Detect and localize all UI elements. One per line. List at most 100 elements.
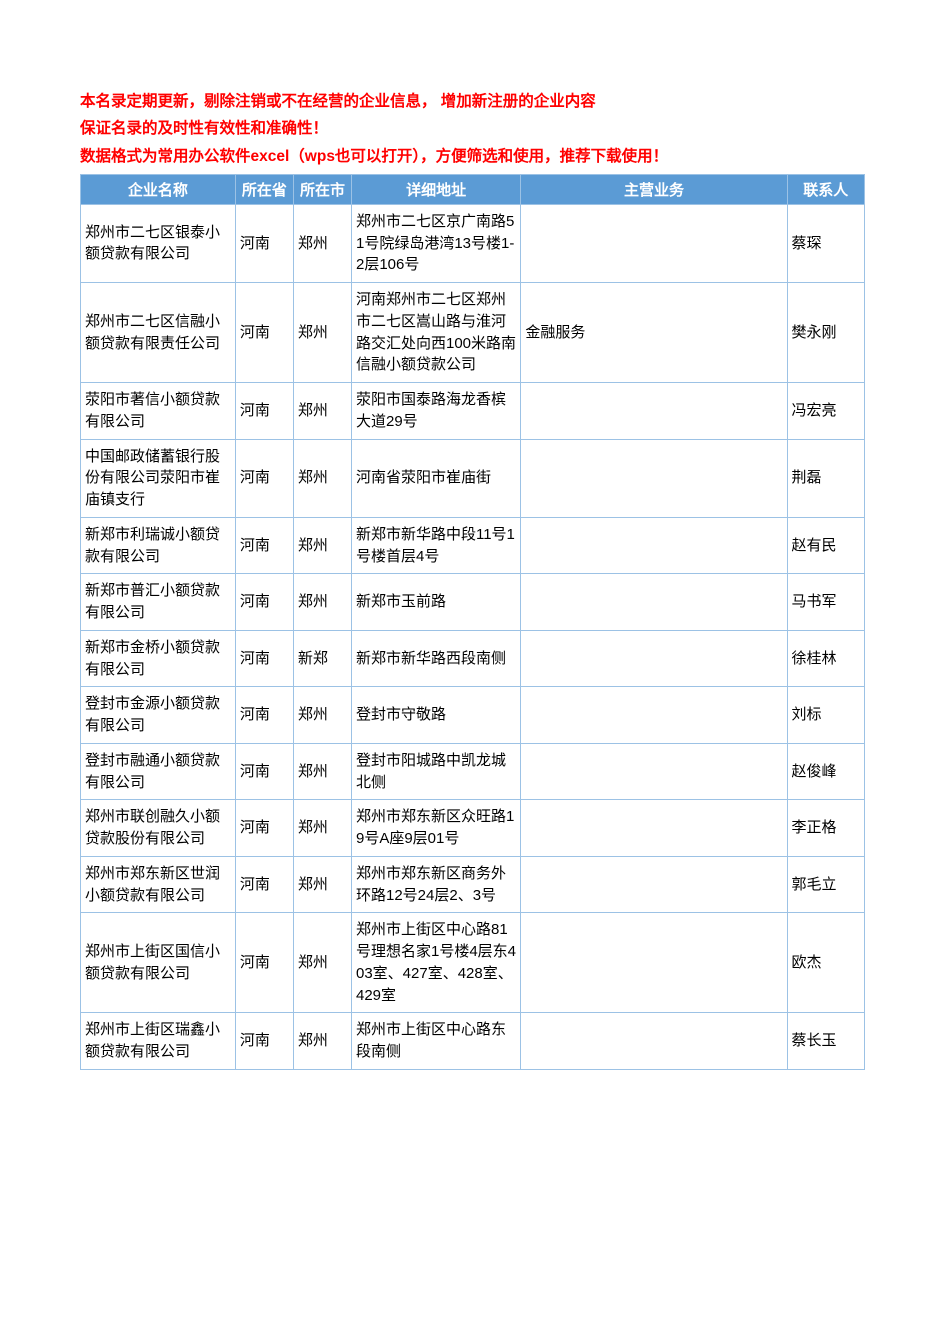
cell-addr: 新郑市新华路中段11号1号楼首层4号 bbox=[351, 517, 520, 574]
intro-line-2: 保证名录的及时性有效性和准确性！ bbox=[80, 117, 865, 140]
cell-name: 荥阳市著信小额贷款有限公司 bbox=[81, 383, 236, 440]
cell-addr: 河南郑州市二七区郑州市二七区嵩山路与淮河路交汇处向西100米路南信融小额贷款公司 bbox=[351, 283, 520, 383]
cell-addr: 登封市守敬路 bbox=[351, 687, 520, 744]
cell-biz bbox=[521, 383, 787, 440]
cell-name: 郑州市郑东新区世润小额贷款有限公司 bbox=[81, 856, 236, 913]
cell-biz bbox=[521, 800, 787, 857]
cell-name: 新郑市普汇小额贷款有限公司 bbox=[81, 574, 236, 631]
cell-biz bbox=[521, 743, 787, 800]
table-row: 郑州市联创融久小额贷款股份有限公司河南郑州郑州市郑东新区众旺路19号A座9层01… bbox=[81, 800, 865, 857]
cell-contact: 赵俊峰 bbox=[787, 743, 864, 800]
cell-contact: 徐桂林 bbox=[787, 630, 864, 687]
cell-name: 新郑市利瑞诚小额贷款有限公司 bbox=[81, 517, 236, 574]
intro-line-1: 本名录定期更新，剔除注销或不在经营的企业信息， 增加新注册的企业内容 bbox=[80, 90, 865, 113]
cell-contact: 马书军 bbox=[787, 574, 864, 631]
cell-prov: 河南 bbox=[235, 439, 293, 517]
cell-contact: 李正格 bbox=[787, 800, 864, 857]
cell-biz bbox=[521, 1013, 787, 1070]
cell-contact: 赵有民 bbox=[787, 517, 864, 574]
table-row: 郑州市上街区瑞鑫小额贷款有限公司河南郑州郑州市上街区中心路东段南侧 蔡长玉 bbox=[81, 1013, 865, 1070]
cell-prov: 河南 bbox=[235, 856, 293, 913]
cell-biz bbox=[521, 630, 787, 687]
cell-contact: 蔡长玉 bbox=[787, 1013, 864, 1070]
table-row: 郑州市上街区国信小额贷款有限公司河南郑州郑州市上街区中心路81号理想名家1号楼4… bbox=[81, 913, 865, 1013]
col-header-name: 企业名称 bbox=[81, 174, 236, 204]
cell-addr: 登封市阳城路中凯龙城北侧 bbox=[351, 743, 520, 800]
cell-addr: 新郑市新华路西段南侧 bbox=[351, 630, 520, 687]
cell-prov: 河南 bbox=[235, 383, 293, 440]
col-header-addr: 详细地址 bbox=[351, 174, 520, 204]
cell-prov: 河南 bbox=[235, 1013, 293, 1070]
cell-name: 郑州市上街区国信小额贷款有限公司 bbox=[81, 913, 236, 1013]
cell-name: 郑州市联创融久小额贷款股份有限公司 bbox=[81, 800, 236, 857]
table-row: 登封市金源小额贷款有限公司河南郑州登封市守敬路 刘标 bbox=[81, 687, 865, 744]
cell-addr: 河南省荥阳市崔庙街 bbox=[351, 439, 520, 517]
table-row: 中国邮政储蓄银行股份有限公司荥阳市崔庙镇支行河南郑州河南省荥阳市崔庙街荆磊 bbox=[81, 439, 865, 517]
cell-addr: 荥阳市国泰路海龙香槟大道29号 bbox=[351, 383, 520, 440]
cell-prov: 河南 bbox=[235, 283, 293, 383]
cell-city: 郑州 bbox=[293, 743, 351, 800]
cell-biz bbox=[521, 517, 787, 574]
table-row: 新郑市利瑞诚小额贷款有限公司河南郑州新郑市新华路中段11号1号楼首层4号赵有民 bbox=[81, 517, 865, 574]
table-row: 郑州市郑东新区世润小额贷款有限公司河南郑州郑州市郑东新区商务外环路12号24层2… bbox=[81, 856, 865, 913]
table-row: 荥阳市著信小额贷款有限公司河南郑州荥阳市国泰路海龙香槟大道29号 冯宏亮 bbox=[81, 383, 865, 440]
company-table: 企业名称 所在省 所在市 详细地址 主营业务 联系人 郑州市二七区银泰小额贷款有… bbox=[80, 174, 865, 1070]
cell-biz bbox=[521, 687, 787, 744]
cell-addr: 郑州市上街区中心路81号理想名家1号楼4层东403室、427室、428室、429… bbox=[351, 913, 520, 1013]
cell-city: 郑州 bbox=[293, 204, 351, 282]
cell-city: 郑州 bbox=[293, 856, 351, 913]
table-row: 新郑市金桥小额贷款有限公司河南新郑新郑市新华路西段南侧 徐桂林 bbox=[81, 630, 865, 687]
cell-addr: 新郑市玉前路 bbox=[351, 574, 520, 631]
cell-city: 郑州 bbox=[293, 517, 351, 574]
cell-prov: 河南 bbox=[235, 574, 293, 631]
cell-contact: 郭毛立 bbox=[787, 856, 864, 913]
col-header-city: 所在市 bbox=[293, 174, 351, 204]
cell-contact: 蔡琛 bbox=[787, 204, 864, 282]
cell-name: 登封市金源小额贷款有限公司 bbox=[81, 687, 236, 744]
cell-city: 郑州 bbox=[293, 574, 351, 631]
cell-addr: 郑州市郑东新区商务外环路12号24层2、3号 bbox=[351, 856, 520, 913]
cell-biz bbox=[521, 204, 787, 282]
cell-prov: 河南 bbox=[235, 204, 293, 282]
cell-contact: 欧杰 bbox=[787, 913, 864, 1013]
cell-prov: 河南 bbox=[235, 687, 293, 744]
cell-biz bbox=[521, 439, 787, 517]
cell-biz bbox=[521, 574, 787, 631]
cell-contact: 冯宏亮 bbox=[787, 383, 864, 440]
cell-prov: 河南 bbox=[235, 743, 293, 800]
cell-city: 郑州 bbox=[293, 439, 351, 517]
cell-name: 郑州市二七区信融小额贷款有限责任公司 bbox=[81, 283, 236, 383]
cell-biz bbox=[521, 913, 787, 1013]
cell-name: 登封市融通小额贷款有限公司 bbox=[81, 743, 236, 800]
cell-prov: 河南 bbox=[235, 630, 293, 687]
cell-name: 新郑市金桥小额贷款有限公司 bbox=[81, 630, 236, 687]
cell-city: 新郑 bbox=[293, 630, 351, 687]
cell-contact: 樊永刚 bbox=[787, 283, 864, 383]
cell-contact: 刘标 bbox=[787, 687, 864, 744]
table-header-row: 企业名称 所在省 所在市 详细地址 主营业务 联系人 bbox=[81, 174, 865, 204]
cell-addr: 郑州市二七区京广南路51号院绿岛港湾13号楼1-2层106号 bbox=[351, 204, 520, 282]
table-row: 登封市融通小额贷款有限公司河南郑州登封市阳城路中凯龙城北侧 赵俊峰 bbox=[81, 743, 865, 800]
cell-city: 郑州 bbox=[293, 687, 351, 744]
table-body: 郑州市二七区银泰小额贷款有限公司河南郑州郑州市二七区京广南路51号院绿岛港湾13… bbox=[81, 204, 865, 1069]
table-row: 新郑市普汇小额贷款有限公司河南郑州新郑市玉前路 马书军 bbox=[81, 574, 865, 631]
table-row: 郑州市二七区信融小额贷款有限责任公司河南郑州河南郑州市二七区郑州市二七区嵩山路与… bbox=[81, 283, 865, 383]
col-header-biz: 主营业务 bbox=[521, 174, 787, 204]
cell-city: 郑州 bbox=[293, 383, 351, 440]
col-header-contact: 联系人 bbox=[787, 174, 864, 204]
cell-city: 郑州 bbox=[293, 913, 351, 1013]
intro-line-3: 数据格式为常用办公软件excel（wps也可以打开），方便筛选和使用，推荐下载使… bbox=[80, 145, 865, 168]
intro-block: 本名录定期更新，剔除注销或不在经营的企业信息， 增加新注册的企业内容 保证名录的… bbox=[80, 90, 865, 168]
cell-biz: 金融服务 bbox=[521, 283, 787, 383]
cell-name: 中国邮政储蓄银行股份有限公司荥阳市崔庙镇支行 bbox=[81, 439, 236, 517]
col-header-prov: 所在省 bbox=[235, 174, 293, 204]
cell-name: 郑州市上街区瑞鑫小额贷款有限公司 bbox=[81, 1013, 236, 1070]
cell-biz bbox=[521, 856, 787, 913]
cell-city: 郑州 bbox=[293, 800, 351, 857]
cell-prov: 河南 bbox=[235, 800, 293, 857]
cell-addr: 郑州市上街区中心路东段南侧 bbox=[351, 1013, 520, 1070]
cell-city: 郑州 bbox=[293, 1013, 351, 1070]
table-header: 企业名称 所在省 所在市 详细地址 主营业务 联系人 bbox=[81, 174, 865, 204]
table-row: 郑州市二七区银泰小额贷款有限公司河南郑州郑州市二七区京广南路51号院绿岛港湾13… bbox=[81, 204, 865, 282]
cell-city: 郑州 bbox=[293, 283, 351, 383]
